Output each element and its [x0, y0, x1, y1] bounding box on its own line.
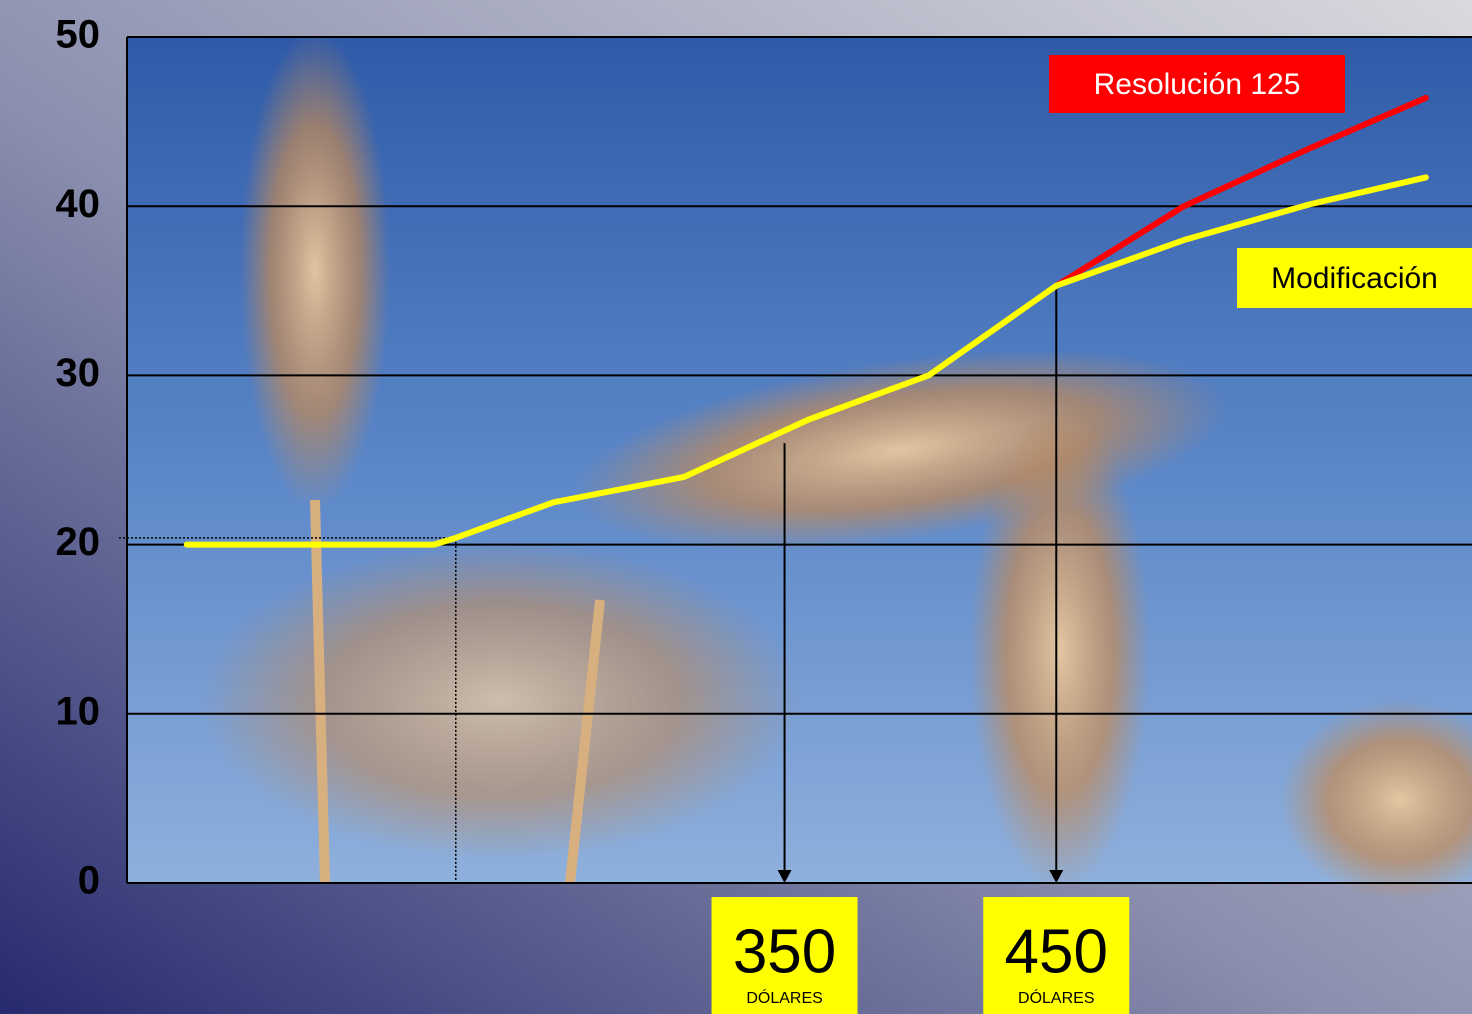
legend-label: Resolución 125 — [1094, 68, 1301, 101]
y-tick-label: 10 — [56, 689, 101, 733]
photo-stem — [565, 599, 605, 884]
photo — [127, 30, 1472, 900]
annotation-box — [711, 897, 858, 1014]
legend-box — [1049, 55, 1345, 113]
annotation-label: 450 — [1005, 917, 1108, 986]
series-line — [183, 174, 1429, 548]
y-tick-label: 30 — [56, 351, 101, 395]
legend-label: Modificación — [1271, 262, 1438, 295]
arrow-head — [777, 870, 792, 883]
photo-wheat — [240, 30, 390, 510]
photo-stem — [310, 499, 330, 884]
annotation-sublabel: DÓLARES — [1018, 988, 1094, 1007]
annotation-box — [983, 897, 1130, 1014]
annotation-sublabel: DÓLARES — [746, 988, 822, 1007]
annotation-label: 350 — [733, 917, 836, 986]
y-tick-label: 20 — [56, 520, 101, 564]
y-tick-label: 0 — [78, 859, 100, 903]
photo-wheat — [200, 540, 800, 860]
photo-wheat — [970, 410, 1150, 890]
arrow-head — [1049, 870, 1064, 883]
y-tick-label: 50 — [56, 13, 101, 57]
photo-wheat — [1280, 700, 1472, 900]
legend-box — [1237, 248, 1472, 308]
y-tick-label: 40 — [56, 182, 101, 226]
series-line — [1053, 94, 1429, 289]
